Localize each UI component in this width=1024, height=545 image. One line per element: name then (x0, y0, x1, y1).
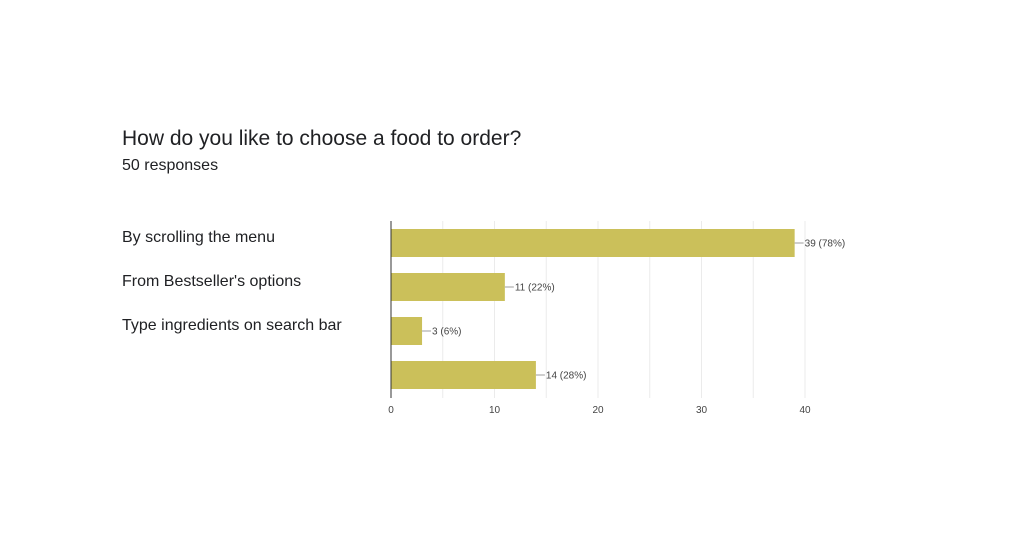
data-label: 11 (22%) (515, 283, 555, 294)
category-label: From Bestseller's options (122, 273, 301, 290)
x-tick-label: 0 (388, 405, 394, 416)
category-label: By scrolling the menu (122, 229, 275, 246)
category-labels: By scrolling the menu From Bestseller's o… (122, 229, 342, 334)
chart-title: How do you like to choose a food to orde… (122, 127, 522, 150)
x-tick-label: 10 (489, 405, 501, 416)
bar (391, 273, 505, 301)
data-label: 3 (6%) (432, 327, 461, 338)
bars: 39 (78%) 11 (22%) 3 (6%) 14 (28%) (391, 229, 846, 389)
data-label: 14 (28%) (546, 371, 587, 382)
bar (391, 317, 423, 345)
x-tick-label: 20 (592, 405, 604, 416)
category-label: Type ingredients on search bar (122, 317, 342, 334)
response-count: 50 responses (122, 157, 219, 174)
bar (391, 229, 795, 257)
x-axis-ticks: 0 10 20 30 40 (388, 405, 811, 416)
x-tick-label: 30 (696, 405, 708, 416)
bar (391, 361, 536, 389)
x-tick-label: 40 (799, 405, 811, 416)
data-label: 39 (78%) (805, 239, 846, 250)
